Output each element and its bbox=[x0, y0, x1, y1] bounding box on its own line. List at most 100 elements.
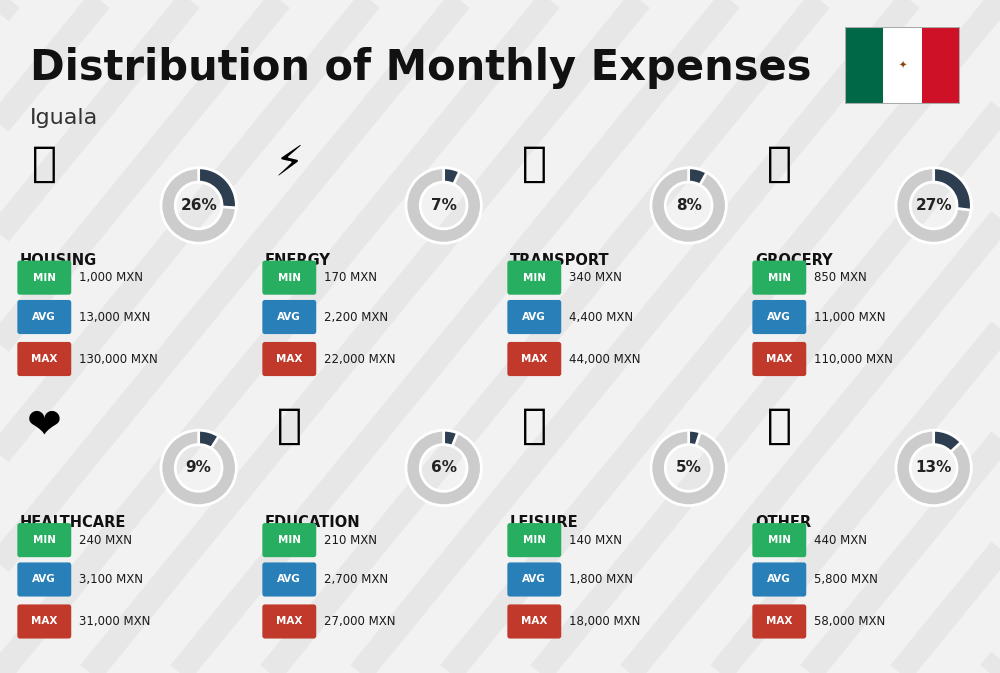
Text: Iguala: Iguala bbox=[30, 108, 98, 128]
Text: 1,000 MXN: 1,000 MXN bbox=[79, 271, 143, 284]
FancyBboxPatch shape bbox=[752, 604, 806, 639]
Text: 9%: 9% bbox=[186, 460, 212, 475]
FancyBboxPatch shape bbox=[262, 563, 316, 596]
Text: MIN: MIN bbox=[33, 535, 56, 545]
Text: AVG: AVG bbox=[767, 575, 791, 584]
Bar bbox=[845, 27, 883, 104]
Text: ENERGY: ENERGY bbox=[265, 253, 331, 268]
Text: OTHER: OTHER bbox=[755, 516, 811, 530]
Text: MIN: MIN bbox=[278, 535, 301, 545]
Text: 110,000 MXN: 110,000 MXN bbox=[814, 353, 892, 365]
FancyBboxPatch shape bbox=[262, 523, 316, 557]
Text: 2,200 MXN: 2,200 MXN bbox=[324, 310, 388, 324]
Text: MIN: MIN bbox=[768, 535, 791, 545]
Text: MAX: MAX bbox=[31, 616, 57, 627]
FancyBboxPatch shape bbox=[17, 300, 71, 334]
Text: AVG: AVG bbox=[522, 575, 546, 584]
FancyBboxPatch shape bbox=[752, 563, 806, 596]
Text: 440 MXN: 440 MXN bbox=[814, 534, 867, 546]
Bar bbox=[883, 27, 922, 104]
Wedge shape bbox=[934, 168, 971, 210]
Text: 🏢: 🏢 bbox=[32, 143, 57, 184]
Text: ❤️: ❤️ bbox=[27, 405, 62, 447]
FancyBboxPatch shape bbox=[17, 523, 71, 557]
Text: LEISURE: LEISURE bbox=[510, 516, 578, 530]
Text: GROCERY: GROCERY bbox=[755, 253, 832, 268]
Text: 💰: 💰 bbox=[767, 405, 792, 447]
FancyBboxPatch shape bbox=[17, 604, 71, 639]
Text: 6%: 6% bbox=[431, 460, 457, 475]
Wedge shape bbox=[406, 168, 481, 243]
Text: MAX: MAX bbox=[31, 354, 57, 364]
Text: 140 MXN: 140 MXN bbox=[569, 534, 622, 546]
FancyBboxPatch shape bbox=[262, 260, 316, 295]
Text: 13,000 MXN: 13,000 MXN bbox=[79, 310, 150, 324]
Text: 850 MXN: 850 MXN bbox=[814, 271, 866, 284]
Text: 3,100 MXN: 3,100 MXN bbox=[79, 573, 143, 586]
FancyBboxPatch shape bbox=[262, 342, 316, 376]
FancyBboxPatch shape bbox=[507, 563, 561, 596]
Wedge shape bbox=[161, 430, 236, 505]
FancyBboxPatch shape bbox=[17, 563, 71, 596]
FancyBboxPatch shape bbox=[507, 523, 561, 557]
Text: AVG: AVG bbox=[277, 575, 301, 584]
Text: 170 MXN: 170 MXN bbox=[324, 271, 377, 284]
FancyBboxPatch shape bbox=[17, 260, 71, 295]
FancyBboxPatch shape bbox=[507, 342, 561, 376]
Text: 27,000 MXN: 27,000 MXN bbox=[324, 615, 395, 628]
Text: ⚡: ⚡ bbox=[275, 143, 304, 184]
Text: MAX: MAX bbox=[276, 354, 302, 364]
Text: 🛍️: 🛍️ bbox=[522, 405, 547, 447]
Text: 5%: 5% bbox=[676, 460, 702, 475]
Wedge shape bbox=[651, 430, 726, 505]
Text: 340 MXN: 340 MXN bbox=[569, 271, 621, 284]
Wedge shape bbox=[444, 168, 460, 184]
FancyBboxPatch shape bbox=[262, 300, 316, 334]
Text: 🛒: 🛒 bbox=[767, 143, 792, 184]
Text: MIN: MIN bbox=[33, 273, 56, 283]
Text: 27%: 27% bbox=[915, 198, 952, 213]
Wedge shape bbox=[406, 430, 481, 505]
Text: 11,000 MXN: 11,000 MXN bbox=[814, 310, 885, 324]
FancyBboxPatch shape bbox=[507, 604, 561, 639]
Wedge shape bbox=[199, 168, 236, 208]
Text: 130,000 MXN: 130,000 MXN bbox=[79, 353, 157, 365]
Text: 13%: 13% bbox=[915, 460, 952, 475]
Text: AVG: AVG bbox=[522, 312, 546, 322]
Text: AVG: AVG bbox=[277, 312, 301, 322]
Text: MIN: MIN bbox=[278, 273, 301, 283]
Text: AVG: AVG bbox=[32, 575, 56, 584]
Text: 31,000 MXN: 31,000 MXN bbox=[79, 615, 150, 628]
Text: 🎓: 🎓 bbox=[277, 405, 302, 447]
Text: 🚌: 🚌 bbox=[522, 143, 547, 184]
Text: MIN: MIN bbox=[768, 273, 791, 283]
FancyBboxPatch shape bbox=[752, 342, 806, 376]
Wedge shape bbox=[651, 168, 726, 243]
Text: 210 MXN: 210 MXN bbox=[324, 534, 377, 546]
Wedge shape bbox=[444, 430, 458, 446]
Text: AVG: AVG bbox=[767, 312, 791, 322]
Text: 2,700 MXN: 2,700 MXN bbox=[324, 573, 388, 586]
Text: 5,800 MXN: 5,800 MXN bbox=[814, 573, 877, 586]
Text: 7%: 7% bbox=[431, 198, 457, 213]
Text: 8%: 8% bbox=[676, 198, 702, 213]
Text: HEALTHCARE: HEALTHCARE bbox=[20, 516, 126, 530]
Text: Distribution of Monthly Expenses: Distribution of Monthly Expenses bbox=[30, 47, 812, 89]
FancyBboxPatch shape bbox=[507, 300, 561, 334]
Text: 26%: 26% bbox=[180, 198, 217, 213]
Text: MAX: MAX bbox=[766, 616, 792, 627]
FancyBboxPatch shape bbox=[262, 604, 316, 639]
Text: MAX: MAX bbox=[521, 354, 547, 364]
FancyBboxPatch shape bbox=[17, 342, 71, 376]
Text: MIN: MIN bbox=[523, 535, 546, 545]
Text: 58,000 MXN: 58,000 MXN bbox=[814, 615, 885, 628]
Text: 1,800 MXN: 1,800 MXN bbox=[569, 573, 633, 586]
Wedge shape bbox=[896, 430, 971, 505]
FancyBboxPatch shape bbox=[752, 300, 806, 334]
FancyBboxPatch shape bbox=[752, 523, 806, 557]
Text: HOUSING: HOUSING bbox=[20, 253, 97, 268]
FancyBboxPatch shape bbox=[752, 260, 806, 295]
Bar bbox=[922, 27, 960, 104]
Text: MAX: MAX bbox=[521, 616, 547, 627]
Text: 22,000 MXN: 22,000 MXN bbox=[324, 353, 395, 365]
